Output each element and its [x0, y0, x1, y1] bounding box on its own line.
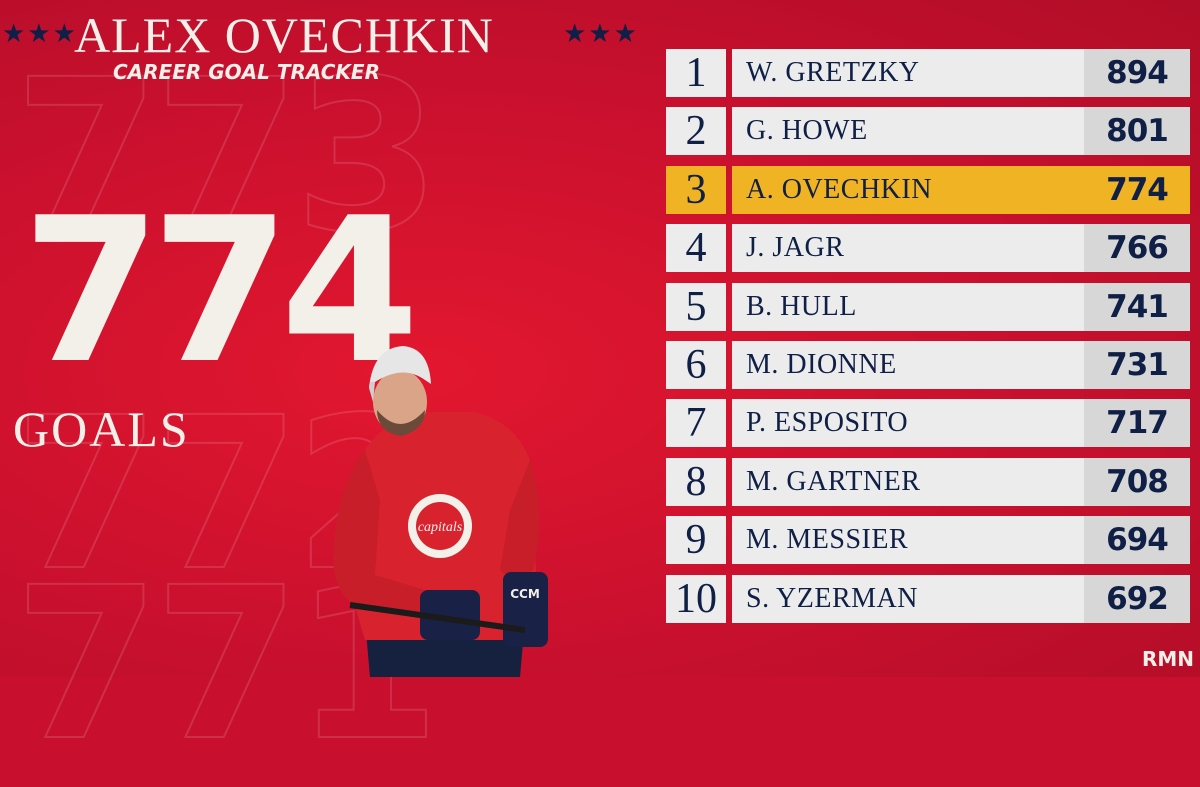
leaderboard-row: 7 P. ESPOSITO 717: [666, 399, 1190, 448]
player-name: S. YZERMAN: [732, 574, 1084, 623]
player-name: M. GARTNER: [732, 457, 1084, 506]
player-name: B. HULL: [732, 282, 1084, 331]
rank-number: 6: [666, 341, 726, 389]
leaderboard-row: 1 W. GRETZKY 894: [666, 49, 1190, 97]
rank-number: 9: [666, 516, 726, 565]
glove-brand: CCM: [510, 587, 540, 601]
leaderboard-row: 3 A. OVECHKIN 774: [666, 165, 1190, 214]
player-name: A. OVECHKIN: [732, 165, 1084, 214]
goal-count: 692: [1084, 574, 1190, 623]
ghost-number-top: 773: [13, 34, 441, 279]
goals-total: 774: [22, 175, 419, 408]
player-name: G. HOWE: [732, 107, 1084, 156]
stars-right-icon: ★★★: [563, 18, 639, 48]
goal-count: 731: [1084, 341, 1190, 389]
goal-count: 766: [1084, 224, 1190, 273]
goal-count: 801: [1084, 107, 1190, 156]
page-subtitle: CAREER GOAL TRACKER: [113, 60, 380, 84]
leaderboard-row: 8 M. GARTNER 708: [666, 457, 1190, 506]
player-name: J. JAGR: [732, 224, 1084, 273]
goal-count: 774: [1084, 165, 1190, 214]
rank-number: 1: [666, 49, 726, 97]
rank-number: 7: [666, 399, 726, 448]
player-photo: capitals CCM: [333, 346, 548, 677]
leaderboard-row: 6 M. DIONNE 731: [666, 341, 1190, 389]
goal-count: 717: [1084, 399, 1190, 448]
rank-number: 3: [666, 165, 726, 214]
rank-number: 8: [666, 457, 726, 506]
goal-count: 694: [1084, 516, 1190, 565]
jersey-logo-word: capitals: [418, 520, 463, 535]
leaderboard-row: 10 S. YZERMAN 692: [666, 574, 1190, 623]
goals-label: GOALS: [13, 401, 190, 457]
leaderboard-row: 5 B. HULL 741: [666, 282, 1190, 331]
player-name: M. MESSIER: [732, 516, 1084, 565]
goal-count: 708: [1084, 457, 1190, 506]
leaderboard-row: 4 J. JAGR 766: [666, 224, 1190, 273]
player-name: M. DIONNE: [732, 341, 1084, 389]
player-name: P. ESPOSITO: [732, 399, 1084, 448]
rank-number: 4: [666, 224, 726, 273]
credit-logo: RMN: [1141, 647, 1194, 671]
rank-number: 5: [666, 282, 726, 331]
leaderboard-row: 9 M. MESSIER 694: [666, 516, 1190, 565]
rank-number: 10: [666, 574, 726, 623]
goal-count: 741: [1084, 282, 1190, 331]
page-title: ALEX OVECHKIN: [74, 7, 494, 63]
leaderboard-row: 2 G. HOWE 801: [666, 107, 1190, 156]
stars-left-icon: ★★★: [2, 18, 78, 48]
player-name: W. GRETZKY: [732, 49, 1084, 97]
goal-count: 894: [1084, 49, 1190, 97]
rank-number: 2: [666, 107, 726, 156]
